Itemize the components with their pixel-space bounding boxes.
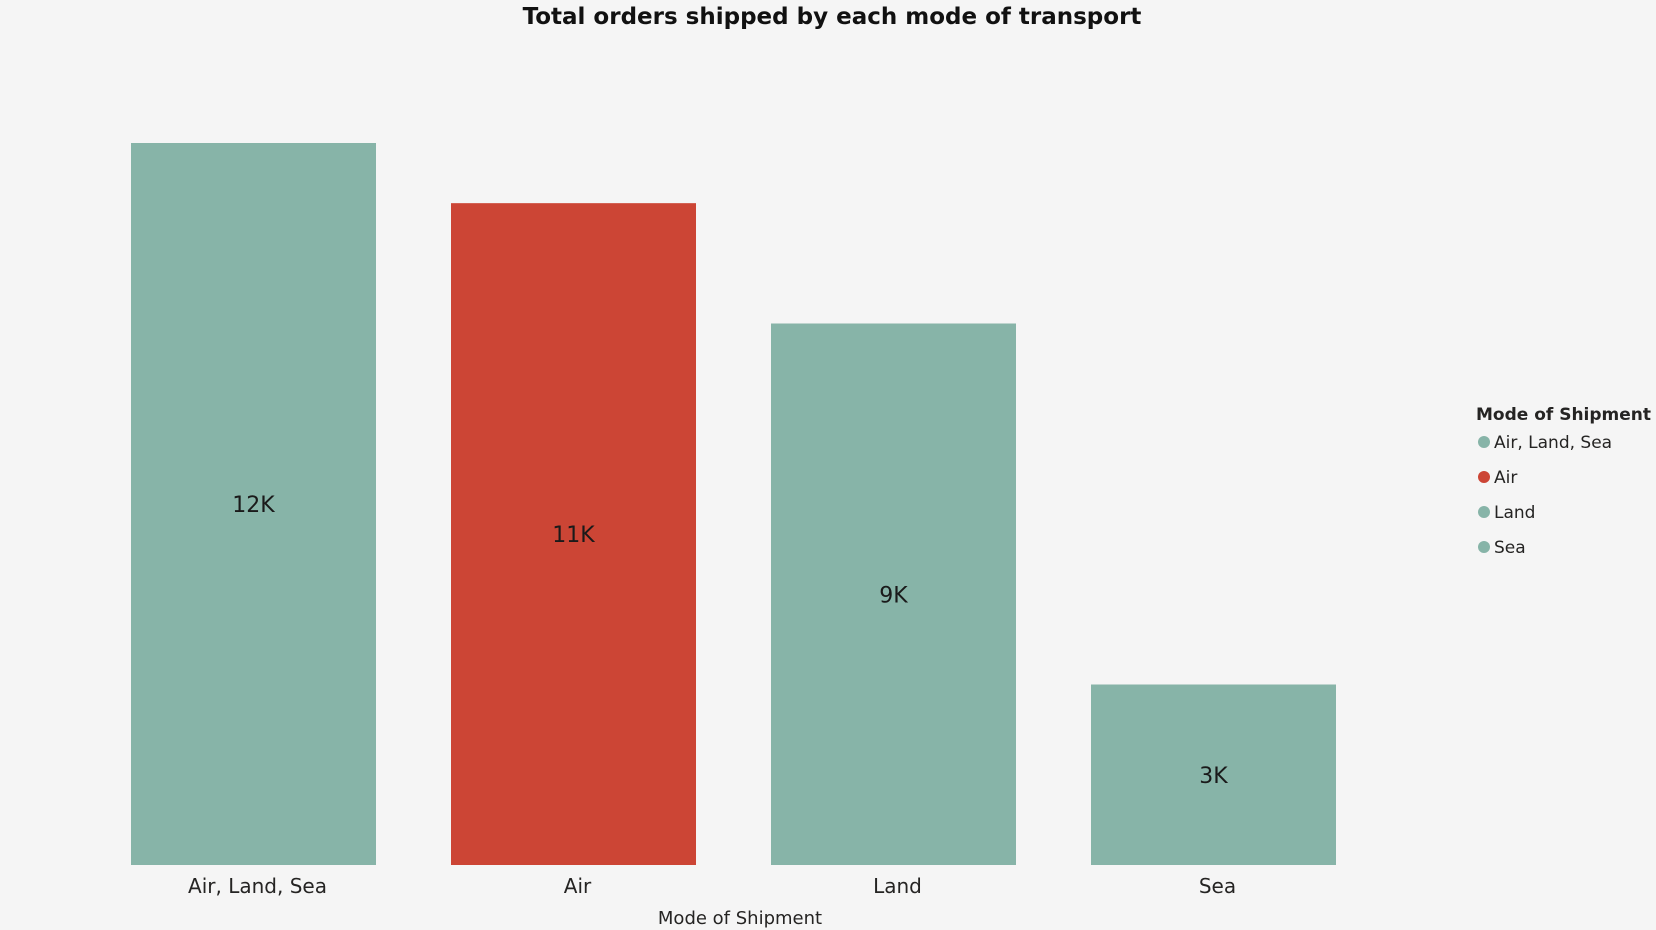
x-tick-label: Sea	[1199, 874, 1236, 898]
legend-entry[interactable]: Sea	[1494, 538, 1526, 558]
legend-marker	[1478, 541, 1490, 553]
x-tick-label: Air	[564, 874, 592, 898]
x-tick-labels: Air, Land, Sea Air Land Sea	[188, 874, 1236, 898]
bar-air-land-sea[interactable]	[131, 143, 376, 865]
legend-title: Mode of Shipment	[1476, 405, 1651, 425]
data-label: 11K	[552, 523, 595, 548]
legend-entry[interactable]: Air	[1494, 468, 1517, 488]
bar-air[interactable]	[451, 203, 696, 865]
legend: Mode of Shipment Air, Land, Sea Air Land Se…	[1476, 405, 1651, 558]
data-label: 9K	[879, 583, 908, 608]
data-label: 3K	[1199, 764, 1228, 789]
bar-land[interactable]	[771, 323, 1016, 866]
chart-title: Total orders shipped by each mode of tra…	[523, 4, 1142, 30]
legend-marker	[1478, 506, 1490, 518]
legend-marker	[1478, 436, 1490, 448]
value-labels-group: 12K 11K 9K 3K	[232, 493, 1228, 789]
legend-marker	[1478, 471, 1490, 483]
bar-sea[interactable]	[1091, 684, 1336, 866]
x-tick-label: Air, Land, Sea	[188, 874, 327, 898]
data-label: 12K	[232, 493, 275, 518]
legend-entry[interactable]: Land	[1494, 503, 1535, 523]
x-axis-title: Mode of Shipment	[658, 908, 822, 929]
legend-entry[interactable]: Air, Land, Sea	[1494, 433, 1612, 453]
bars-group	[131, 143, 1336, 865]
x-tick-label: Land	[873, 874, 922, 898]
